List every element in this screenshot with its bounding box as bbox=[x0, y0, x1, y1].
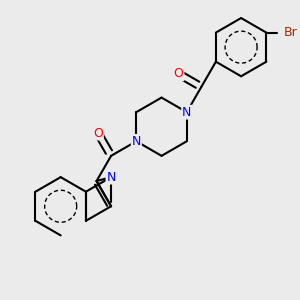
Text: N: N bbox=[132, 135, 141, 148]
Text: O: O bbox=[93, 127, 103, 140]
Text: Br: Br bbox=[284, 26, 298, 39]
Text: N: N bbox=[106, 171, 116, 184]
Text: O: O bbox=[174, 67, 184, 80]
Text: N: N bbox=[182, 106, 191, 118]
